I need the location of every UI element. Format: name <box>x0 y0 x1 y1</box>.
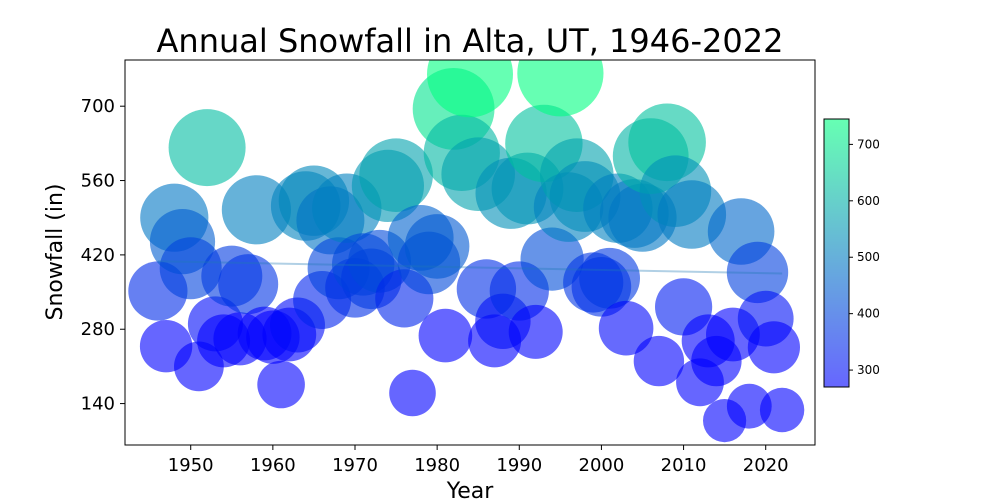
colorbar-tick-label: 700 <box>857 137 880 151</box>
y-tick-label: 140 <box>81 394 115 415</box>
data-point <box>427 60 513 118</box>
y-tick-label: 700 <box>81 96 115 117</box>
x-tick-label: 1990 <box>496 455 542 476</box>
x-axis-ticks: 1950 1960 1970 1980 1990 2000 2010 2020 <box>168 445 789 476</box>
data-point <box>389 369 436 417</box>
data-point <box>726 241 789 304</box>
x-axis-label: Year <box>446 479 495 500</box>
data-point <box>168 109 246 187</box>
data-point <box>418 308 473 363</box>
data-point <box>598 300 654 356</box>
x-tick-label: 2010 <box>661 455 707 476</box>
data-point <box>359 138 433 212</box>
x-tick-label: 1980 <box>414 455 460 476</box>
data-points <box>128 60 805 443</box>
y-tick-label: 280 <box>81 319 115 340</box>
data-point <box>759 387 805 433</box>
colorbar-ticks: 300 400 500 600 700 <box>849 137 880 377</box>
trendline <box>157 260 783 275</box>
data-point <box>508 304 563 359</box>
y-tick-label: 420 <box>81 245 115 266</box>
x-tick-label: 2020 <box>743 455 789 476</box>
x-tick-label: 1950 <box>168 455 214 476</box>
colorbar-gradient <box>823 118 850 388</box>
colorbar-tick-label: 500 <box>857 250 880 264</box>
colorbar-tick-label: 300 <box>857 363 880 377</box>
colorbar-tick-label: 600 <box>857 194 880 208</box>
data-point <box>517 60 604 117</box>
plot-frame <box>124 59 816 446</box>
y-axis-ticks: 140 280 420 560 700 <box>81 96 125 415</box>
y-tick-label: 560 <box>81 171 115 192</box>
x-tick-label: 1960 <box>250 455 296 476</box>
y-axis-label: Snowfall (in) <box>43 183 68 320</box>
data-point <box>404 214 470 279</box>
trendline-layer <box>157 260 783 275</box>
x-tick-label: 1970 <box>332 455 378 476</box>
data-point <box>218 254 279 315</box>
x-tick-label: 2000 <box>579 455 625 476</box>
data-point <box>257 360 305 409</box>
data-point <box>633 335 685 387</box>
data-point <box>747 321 801 374</box>
data-point <box>726 383 772 429</box>
chart-title: Annual Snowfall in Alta, UT, 1946-2022 <box>157 22 784 60</box>
data-point <box>579 247 640 309</box>
colorbar: 300 400 500 600 700 <box>823 118 880 388</box>
colorbar-tick-label: 400 <box>857 307 880 321</box>
